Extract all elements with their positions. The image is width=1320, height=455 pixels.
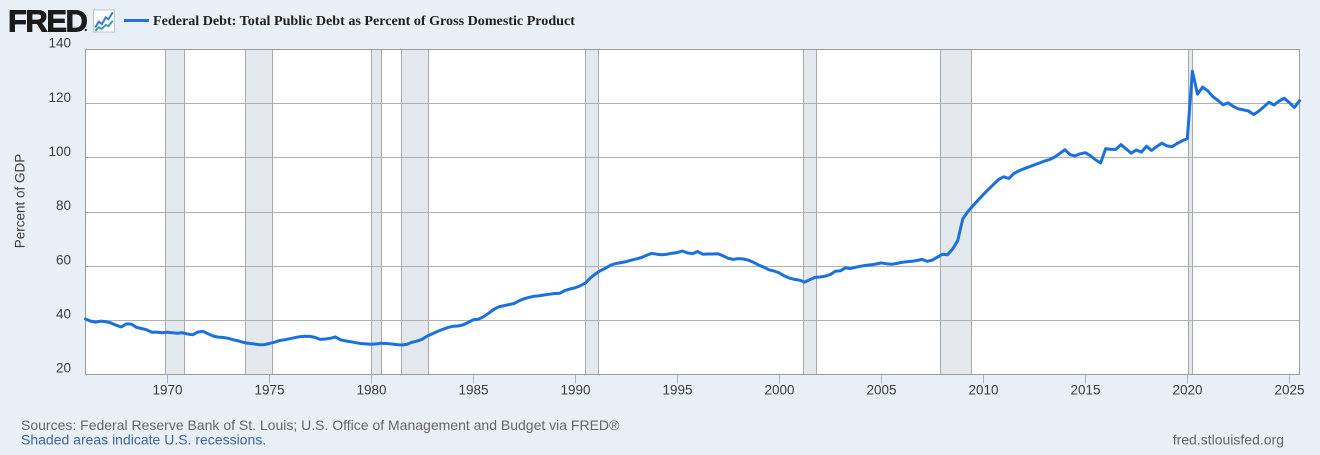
svg-text:Sources: Federal Reserve Bank: Sources: Federal Reserve Bank of St. Lou… [21, 417, 620, 433]
svg-text:Percent of GDP: Percent of GDP [13, 154, 28, 249]
svg-text:Federal Debt: Total Public Deb: Federal Debt: Total Public Debt as Perce… [153, 13, 575, 29]
svg-text:80: 80 [56, 198, 71, 213]
svg-text:2005: 2005 [866, 383, 896, 398]
svg-text:1990: 1990 [560, 383, 590, 398]
svg-text:1980: 1980 [356, 383, 386, 398]
svg-text:1975: 1975 [254, 383, 284, 398]
svg-text:120: 120 [48, 90, 71, 105]
svg-text:2000: 2000 [764, 383, 794, 398]
svg-text:60: 60 [56, 252, 71, 267]
svg-text:fred.stlouisfed.org: fred.stlouisfed.org [1173, 432, 1284, 448]
svg-text:FRED: FRED [8, 4, 88, 39]
svg-text:1995: 1995 [662, 383, 692, 398]
svg-text:100: 100 [48, 144, 71, 159]
svg-text:140: 140 [48, 36, 71, 51]
svg-text:40: 40 [56, 307, 71, 322]
svg-text:2010: 2010 [968, 383, 998, 398]
svg-text:1985: 1985 [458, 383, 488, 398]
svg-text:20: 20 [56, 361, 71, 376]
svg-text:1970: 1970 [152, 383, 182, 398]
svg-text:2020: 2020 [1172, 383, 1202, 398]
svg-text:2025: 2025 [1274, 383, 1304, 398]
svg-text:Shaded areas indicate U.S. rec: Shaded areas indicate U.S. recessions. [21, 432, 266, 448]
svg-text:2015: 2015 [1070, 383, 1100, 398]
